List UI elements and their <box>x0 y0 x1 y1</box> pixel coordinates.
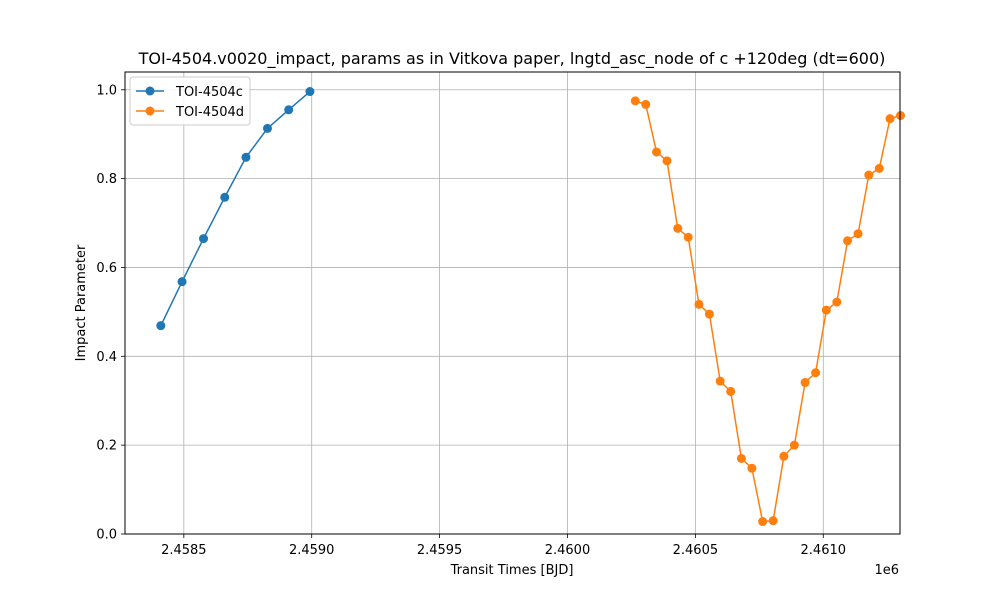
data-point-toi-4504d <box>864 170 874 180</box>
data-point-toi-4504d <box>779 451 789 461</box>
data-point-toi-4504c <box>241 152 251 162</box>
data-point-toi-4504d <box>726 386 736 396</box>
y-tick-label: 0.4 <box>96 350 117 365</box>
data-point-toi-4504d <box>641 99 651 109</box>
data-point-toi-4504c <box>156 321 166 331</box>
data-point-toi-4504d <box>874 163 884 173</box>
x-tick-label: 2.4610 <box>801 543 847 558</box>
data-point-toi-4504d <box>811 368 821 378</box>
x-tick-label: 2.4605 <box>673 543 719 558</box>
data-point-toi-4504d <box>768 516 778 526</box>
y-tick-label: 0.8 <box>96 172 117 187</box>
series-layer <box>156 87 906 527</box>
y-tick-label: 1.0 <box>96 83 117 98</box>
data-point-toi-4504d <box>747 463 757 473</box>
data-point-toi-4504c <box>220 192 230 202</box>
data-point-toi-4504d <box>673 223 683 233</box>
x-tick-label: 2.4585 <box>161 543 207 558</box>
legend-label-toi-4504d: TOI-4504d <box>175 105 244 120</box>
data-point-toi-4504c <box>177 277 187 287</box>
x-axis-label: Transit Times [BJD] <box>450 563 574 578</box>
data-point-toi-4504d <box>885 114 895 124</box>
y-tick-label: 0.6 <box>96 261 117 276</box>
x-tick-label: 2.4595 <box>417 543 463 558</box>
x-axis: 2.4585 2.4590 2.4595 2.4600 2.4605 2.4610 <box>161 534 846 558</box>
data-point-toi-4504c <box>305 87 315 97</box>
legend: TOI-4504c TOI-4504d <box>129 76 251 126</box>
data-point-toi-4504c <box>199 234 209 244</box>
data-point-toi-4504d <box>662 156 672 166</box>
data-point-toi-4504d <box>832 297 842 307</box>
data-point-toi-4504d <box>758 517 768 527</box>
data-point-toi-4504d <box>715 376 725 386</box>
chart-title: TOI-4504.v0020_impact, params as in Vitk… <box>138 49 886 69</box>
data-point-toi-4504d <box>821 305 831 315</box>
y-tick-label: 0.0 <box>96 528 117 543</box>
data-point-toi-4504d <box>683 232 693 242</box>
data-point-toi-4504d <box>704 309 714 319</box>
data-point-toi-4504d <box>652 147 662 157</box>
data-point-toi-4504d <box>800 378 810 388</box>
x-tick-label: 2.4590 <box>289 543 335 558</box>
legend-box <box>129 76 251 126</box>
y-axis: 0.0 0.2 0.4 0.6 0.8 1.0 <box>96 83 125 543</box>
x-tick-label: 2.4600 <box>545 543 591 558</box>
series-toi-4504c <box>156 87 315 331</box>
data-point-toi-4504d <box>843 236 853 246</box>
data-point-toi-4504d <box>694 299 704 309</box>
data-point-toi-4504d <box>630 96 640 106</box>
legend-marker-toi-4504d <box>145 106 155 116</box>
data-point-toi-4504c <box>262 123 272 133</box>
series-line-toi-4504c <box>160 90 311 326</box>
data-point-toi-4504d <box>789 440 799 450</box>
legend-marker-toi-4504c <box>145 86 155 96</box>
legend-label-toi-4504c: TOI-4504c <box>175 85 243 100</box>
plot-frame <box>124 71 901 535</box>
data-point-toi-4504d <box>736 453 746 463</box>
data-point-toi-4504c <box>284 105 294 115</box>
data-point-toi-4504d <box>896 111 906 121</box>
x-offset-label: 1e6 <box>874 563 899 578</box>
series-toi-4504d <box>630 96 906 527</box>
y-axis-label: Impact Parameter <box>74 244 89 361</box>
y-tick-label: 0.2 <box>96 439 117 454</box>
data-point-toi-4504d <box>853 229 863 239</box>
